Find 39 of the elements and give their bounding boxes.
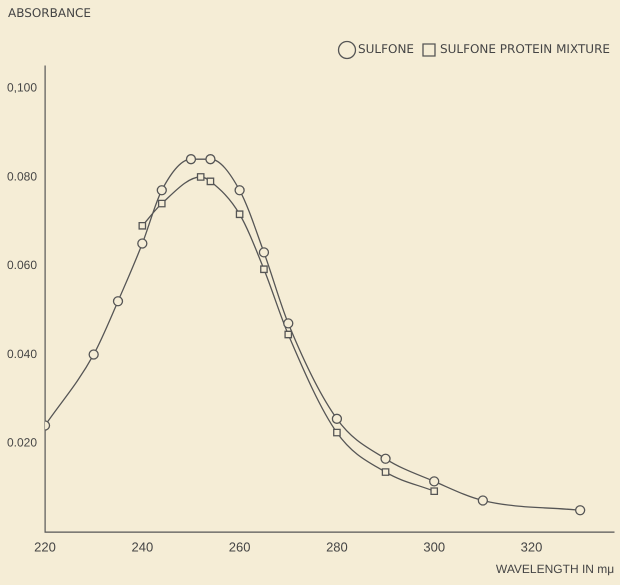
point [283, 318, 294, 329]
point [236, 210, 244, 218]
point [574, 505, 586, 516]
point [186, 154, 196, 164]
y-tick-label: 0,100 [7, 80, 38, 95]
y-tick-label: 0.020 [7, 436, 38, 450]
point [332, 414, 342, 424]
point [478, 495, 488, 506]
x-tick-label: 300 [423, 539, 446, 554]
x-tick-label: 320 [520, 539, 542, 554]
point [333, 428, 341, 436]
legend-label: SULFONE [358, 42, 414, 56]
x-tick-label: 220 [34, 539, 56, 554]
y-tick-label: 0.040 [7, 346, 38, 361]
point [429, 476, 440, 487]
point [430, 487, 438, 495]
point [380, 454, 391, 464]
point [382, 468, 390, 476]
point [260, 265, 268, 274]
point [112, 296, 124, 306]
point [258, 247, 270, 258]
x-tick-label: 260 [228, 539, 250, 554]
y-axis-title: ABSORBANCE [8, 6, 92, 20]
legend-label: SULFONE PROTEIN MIXTURE [440, 42, 610, 56]
x-tick-label: 280 [326, 539, 348, 554]
point [234, 185, 245, 196]
y-tick-label: 0.060 [7, 258, 38, 272]
x-axis-title: WAVELENGTH IN mμ [496, 562, 614, 576]
point [205, 154, 216, 164]
point [196, 173, 205, 181]
point [88, 349, 99, 360]
point [137, 238, 148, 249]
point [158, 200, 166, 208]
y-tick-label: 0.080 [7, 169, 38, 184]
point [206, 178, 214, 186]
point [284, 330, 292, 338]
x-tick-label: 240 [131, 539, 154, 554]
point [156, 185, 167, 196]
point [138, 222, 146, 230]
